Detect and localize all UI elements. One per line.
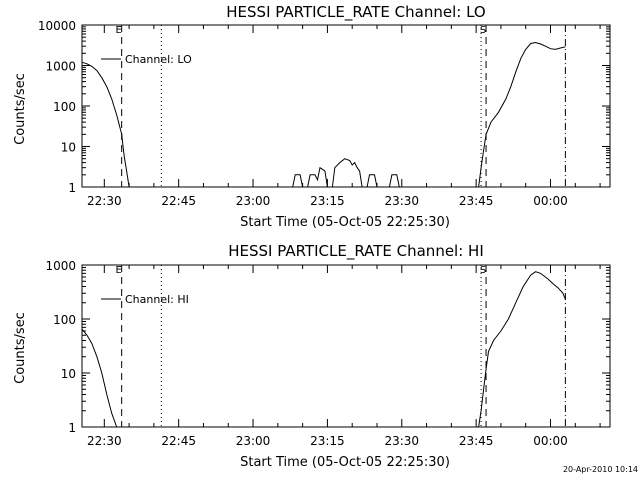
series-line-segment [307, 166, 328, 188]
x-tick-label: 23:00 [236, 194, 271, 208]
y-tick-label: 1000 [45, 259, 76, 273]
y-tick-label: 10000 [38, 19, 76, 33]
panel-lo-title: HESSI PARTICLE_RATE Channel: LO [226, 3, 485, 22]
panel-lo-ticks: 22:30 22:45 23:00 23:15 23:30 23:45 00:00 1 10 10… [38, 19, 610, 208]
series-line-segment [81, 328, 118, 428]
y-tick-label: 100 [53, 100, 76, 114]
x-tick-label: 23:15 [310, 194, 345, 208]
panel-hi-series [81, 271, 566, 428]
marker-label: S [480, 265, 486, 276]
x-tick-label: 00:00 [533, 434, 568, 448]
panel-hi: HESSI PARTICLE_RATE Channel: HI Start Ti… [13, 242, 611, 470]
y-tick-label: 100 [53, 313, 76, 327]
x-tick-label: 23:45 [459, 194, 494, 208]
footer-timestamp: 20-Apr-2010 10:14 [563, 465, 638, 474]
series-line-segment [81, 61, 130, 188]
x-tick-label: 22:30 [87, 194, 122, 208]
x-tick-label: 23:15 [310, 434, 345, 448]
x-tick-label: 00:00 [533, 194, 568, 208]
marker-label: E [115, 265, 121, 276]
series-line-segment [478, 41, 566, 188]
series-line-segment [478, 271, 566, 428]
panel-lo-series [81, 41, 566, 188]
marker-label: S [480, 25, 486, 36]
series-line-segment [292, 174, 304, 188]
panel-lo-ylabel: Counts/sec [13, 73, 28, 145]
x-tick-label: 23:45 [459, 434, 494, 448]
y-tick-label: 10 [61, 367, 76, 381]
panel-hi-ylabel: Counts/sec [13, 312, 28, 384]
x-tick-label: 23:30 [384, 194, 419, 208]
series-line-segment [331, 158, 363, 188]
panel-hi-axes-frame [81, 264, 611, 428]
marker-label: E [115, 25, 121, 36]
panel-hi-xlabel: Start Time (05-Oct-05 22:25:30) [240, 455, 450, 470]
panel-hi-ticks: 22:30 22:45 23:00 23:15 23:30 23:45 00:00 1 10 10… [45, 259, 610, 448]
y-tick-label: 1 [68, 421, 76, 435]
x-tick-label: 22:45 [161, 434, 196, 448]
y-tick-label: 1 [68, 181, 76, 195]
panel-hi-title: HESSI PARTICLE_RATE Channel: HI [228, 242, 484, 261]
panel-lo-legend-label: Channel: LO [125, 53, 192, 66]
y-tick-label: 1000 [45, 60, 76, 74]
panel-lo: HESSI PARTICLE_RATE Channel: LO Start Ti… [13, 3, 611, 230]
x-tick-label: 22:45 [161, 194, 196, 208]
y-tick-label: 10 [61, 141, 76, 155]
panel-lo-xlabel: Start Time (05-Oct-05 22:25:30) [240, 215, 450, 230]
x-tick-label: 23:30 [384, 434, 419, 448]
series-line-segment [388, 174, 400, 188]
x-tick-label: 22:30 [87, 434, 122, 448]
series-line-segment [366, 174, 378, 188]
panel-hi-legend-label: Channel: HI [125, 293, 189, 306]
x-tick-label: 23:00 [236, 434, 271, 448]
